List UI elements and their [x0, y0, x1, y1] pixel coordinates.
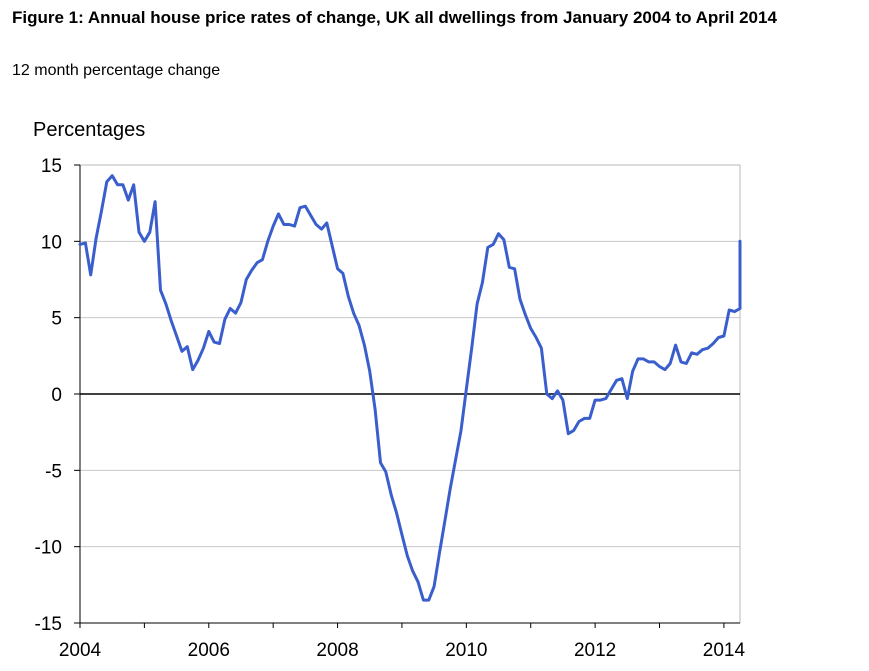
y-tick-label: 5	[51, 309, 62, 330]
x-tick-label: 2010	[445, 640, 487, 661]
x-tick-label: 2008	[316, 640, 358, 661]
y-tick-label: -5	[45, 461, 62, 482]
x-tick-label: 2006	[188, 640, 230, 661]
x-tick-label: 2012	[574, 640, 616, 661]
x-tick-label: 2014	[703, 640, 746, 661]
y-tick-label: 15	[41, 156, 62, 177]
y-tick-label: 10	[41, 232, 62, 253]
x-tick-label: 2004	[59, 640, 102, 661]
gridlines	[80, 240, 740, 548]
y-axis-label: Percentages	[33, 119, 145, 141]
y-tick-label: -10	[35, 538, 62, 559]
chart-title: Figure 1: Annual house price rates of ch…	[12, 8, 777, 27]
y-tick-label: 0	[51, 385, 62, 406]
series-line	[78, 174, 742, 602]
x-axis: 2004 2006 2008 2010 2012 2014	[59, 622, 746, 661]
y-tick-label: -15	[35, 614, 62, 635]
chart-subtitle: 12 month percentage change	[12, 62, 221, 79]
y-axis: 15 10 5 0 -5 -10 -15	[35, 156, 81, 635]
series-group	[78, 174, 742, 602]
